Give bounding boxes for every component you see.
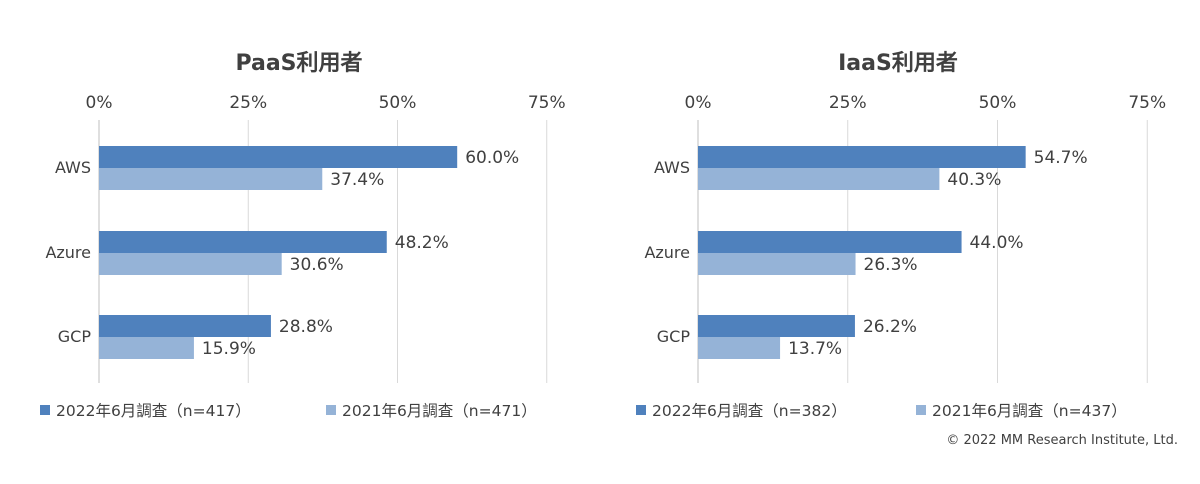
paas-bar-gcp-series2 xyxy=(99,337,194,359)
paas-chart: PaaS利用者 0% 25% 50% 75% AWS 60.0% 37.4% Azure 48.2… xyxy=(40,51,566,420)
iaas-data-label: 26.2% xyxy=(863,317,917,337)
paas-legend-label-series2: 2021年6月調査（n=471） xyxy=(342,402,537,420)
paas-legend-label-series1: 2022年6月調査（n=417） xyxy=(56,402,251,420)
paas-category-label: Azure xyxy=(45,243,91,262)
paas-x-tick-label: 0% xyxy=(86,93,113,113)
paas-x-tick-label: 75% xyxy=(528,93,566,113)
iaas-x-tick-label: 25% xyxy=(829,93,867,113)
iaas-category-label: GCP xyxy=(657,327,691,346)
paas-bar-gcp-series1 xyxy=(99,315,271,337)
paas-data-label: 28.8% xyxy=(279,317,333,337)
paas-legend-swatch-series2 xyxy=(326,405,336,415)
paas-x-tick-label: 25% xyxy=(229,93,267,113)
paas-data-label: 15.9% xyxy=(202,339,256,359)
iaas-bar-azure-series1 xyxy=(698,231,962,253)
iaas-chart-title: IaaS利用者 xyxy=(838,51,958,76)
paas-bar-azure-series1 xyxy=(99,231,387,253)
iaas-bar-azure-series2 xyxy=(698,253,856,275)
paas-data-label: 37.4% xyxy=(330,170,384,190)
iaas-bar-gcp-series1 xyxy=(698,315,855,337)
iaas-x-tick-label: 50% xyxy=(979,93,1017,113)
iaas-x-tick-label: 75% xyxy=(1128,93,1166,113)
iaas-data-label: 54.7% xyxy=(1034,148,1088,168)
iaas-chart: IaaS利用者 0% 25% 50% 75% AWS 54.7% 40.3% Azure 44.0… xyxy=(636,51,1166,420)
paas-category-label: AWS xyxy=(55,158,91,177)
paas-bar-aws-series2 xyxy=(99,168,323,190)
iaas-bar-aws-series1 xyxy=(698,146,1026,168)
iaas-legend-label-series1: 2022年6月調査（n=382） xyxy=(652,402,847,420)
iaas-data-label: 44.0% xyxy=(970,233,1024,253)
paas-chart-title: PaaS利用者 xyxy=(235,51,362,76)
iaas-bar-aws-series2 xyxy=(698,168,940,190)
paas-x-tick-label: 50% xyxy=(379,93,417,113)
iaas-bar-gcp-series2 xyxy=(698,337,781,359)
iaas-data-label: 13.7% xyxy=(788,339,842,359)
iaas-legend-swatch-series1 xyxy=(636,405,646,415)
copyright-text: © 2022 MM Research Institute, Ltd. xyxy=(946,433,1178,448)
iaas-data-label: 40.3% xyxy=(947,170,1001,190)
iaas-x-tick-label: 0% xyxy=(685,93,712,113)
paas-data-label: 30.6% xyxy=(290,255,344,275)
paas-legend-swatch-series1 xyxy=(40,405,50,415)
paas-bar-azure-series2 xyxy=(99,253,282,275)
iaas-legend-label-series2: 2021年6月調査（n=437） xyxy=(932,402,1127,420)
iaas-data-label: 26.3% xyxy=(864,255,918,275)
paas-data-label: 60.0% xyxy=(465,148,519,168)
iaas-category-label: AWS xyxy=(654,158,690,177)
iaas-legend-swatch-series2 xyxy=(916,405,926,415)
paas-data-label: 48.2% xyxy=(395,233,449,253)
paas-category-label: GCP xyxy=(58,327,92,346)
iaas-category-label: Azure xyxy=(644,243,690,262)
paas-bar-aws-series1 xyxy=(99,146,458,168)
